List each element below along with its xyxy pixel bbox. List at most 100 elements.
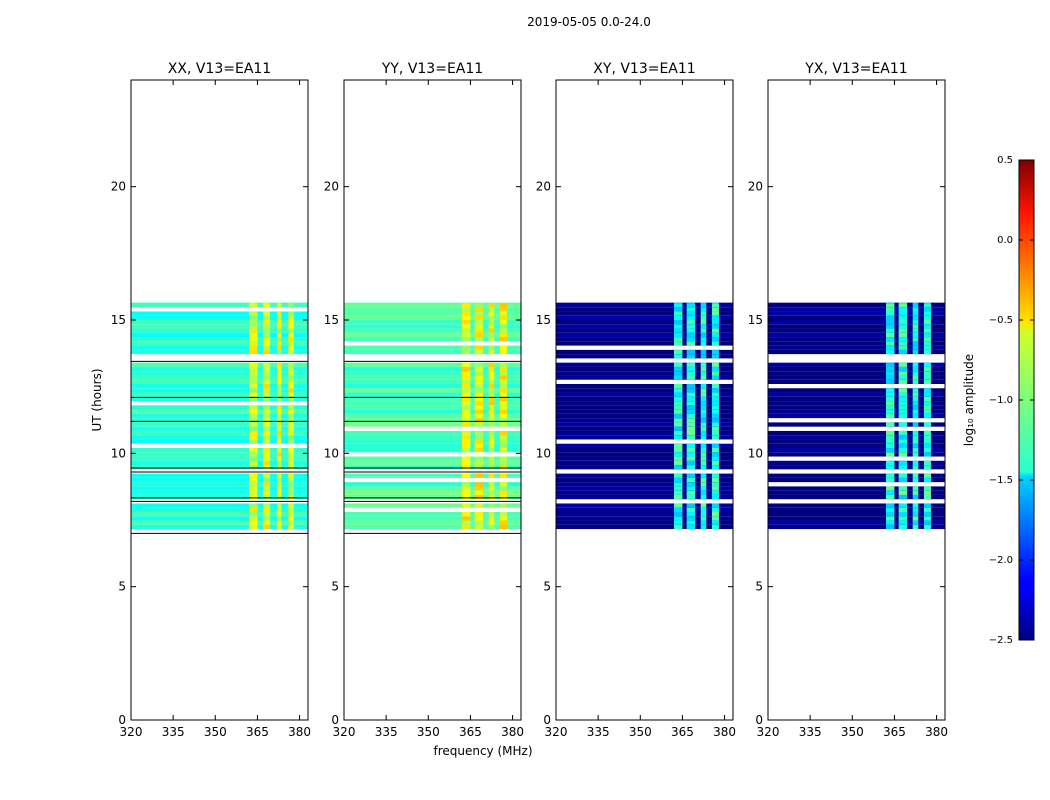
channel-cell xyxy=(249,452,258,457)
channel-cell xyxy=(263,435,271,440)
channel-cell xyxy=(886,362,895,367)
y-tick-label: 15 xyxy=(111,313,126,327)
channel-cell xyxy=(488,503,495,508)
channel-cell xyxy=(923,379,931,384)
channel-cell xyxy=(263,413,271,419)
colorbar-tick-label: −2.0 xyxy=(989,555,1013,566)
data-row xyxy=(768,307,945,312)
data-row xyxy=(131,460,308,466)
channel-cell xyxy=(474,512,484,517)
data-row xyxy=(768,439,945,444)
channel-cell xyxy=(277,477,282,483)
data-row xyxy=(768,405,945,410)
data-row xyxy=(131,371,308,376)
channel-cell xyxy=(249,503,258,508)
channel-cell xyxy=(674,443,683,448)
channel-cell xyxy=(277,362,282,367)
channel-cell xyxy=(700,430,707,436)
channel-cell xyxy=(488,520,495,525)
channel-cell xyxy=(886,315,895,320)
data-row xyxy=(344,430,521,436)
channel-cell xyxy=(474,520,484,525)
channel-cell xyxy=(700,396,707,402)
channel-cell xyxy=(462,465,471,470)
data-row xyxy=(344,384,521,389)
data-row xyxy=(556,486,733,491)
channel-cell xyxy=(711,341,719,346)
channel-cell xyxy=(912,477,919,483)
channel-cell xyxy=(898,452,908,457)
channel-cell xyxy=(898,430,908,436)
data-row xyxy=(131,392,308,397)
channel-cell xyxy=(462,443,471,448)
channel-cell xyxy=(488,516,495,521)
y-tick-label: 5 xyxy=(543,580,551,594)
channel-cell xyxy=(263,524,271,530)
data-row xyxy=(131,396,308,402)
data-row xyxy=(768,448,945,453)
colorbar-tick-label: 0.0 xyxy=(997,235,1013,246)
channel-cell xyxy=(886,460,895,466)
channel-cell xyxy=(488,384,495,389)
channel-cell xyxy=(686,503,696,508)
channel-cell xyxy=(462,418,471,423)
channel-cell xyxy=(263,512,271,517)
data-row xyxy=(768,371,945,376)
channel-cell xyxy=(488,448,495,453)
y-tick-label: 10 xyxy=(536,446,551,460)
channel-cell xyxy=(898,516,908,521)
data-row xyxy=(131,324,308,329)
channel-cell xyxy=(474,401,484,406)
channel-cell xyxy=(912,315,919,320)
channel-cell xyxy=(674,477,683,483)
channel-cell xyxy=(249,426,258,431)
data-row xyxy=(556,409,733,414)
channel-cell xyxy=(474,396,484,402)
channel-cell xyxy=(898,439,908,444)
channel-cell xyxy=(263,507,271,512)
channel-cell xyxy=(700,311,707,316)
channel-cell xyxy=(898,448,908,453)
channel-cell xyxy=(277,494,282,500)
x-tick-label: 380 xyxy=(925,725,948,739)
channel-cell xyxy=(277,409,282,414)
channel-cell xyxy=(886,366,895,372)
channel-cell xyxy=(488,345,495,350)
data-row xyxy=(768,503,945,508)
channel-cell xyxy=(249,460,258,466)
channel-cell xyxy=(923,337,931,342)
channel-cell xyxy=(912,371,919,376)
channel-cell xyxy=(249,379,258,384)
channel-cell xyxy=(711,507,719,512)
y-tick-label: 0 xyxy=(543,713,551,727)
channel-cell xyxy=(249,409,258,414)
channel-cell xyxy=(288,494,294,500)
channel-cell xyxy=(923,443,931,448)
channel-cell xyxy=(488,524,495,530)
data-row xyxy=(344,302,521,308)
channel-cell xyxy=(499,345,507,350)
channel-cell xyxy=(488,401,495,406)
data-row xyxy=(768,473,945,478)
channel-cell xyxy=(912,320,919,325)
channel-cell xyxy=(499,524,507,530)
data-row xyxy=(768,486,945,491)
channel-cell xyxy=(923,435,931,440)
channel-cell xyxy=(674,320,683,325)
channel-cell xyxy=(923,328,931,333)
channel-cell xyxy=(886,345,895,350)
channel-cell xyxy=(288,473,294,478)
channel-cell xyxy=(277,430,282,436)
x-tick-label: 335 xyxy=(587,725,610,739)
channel-cell xyxy=(488,392,495,397)
channel-cell xyxy=(288,490,294,495)
panel-3: XY, V13=EA11 320 335 350 365 380 0 5 10 15 20 xyxy=(536,61,736,739)
channel-cell xyxy=(674,366,683,372)
channel-cell xyxy=(711,384,719,389)
channel-cell xyxy=(898,345,908,350)
channel-cell xyxy=(674,302,683,304)
channel-cell xyxy=(700,401,707,406)
channel-cell xyxy=(249,311,258,316)
channel-cell xyxy=(462,405,471,410)
channel-cell xyxy=(462,422,471,427)
